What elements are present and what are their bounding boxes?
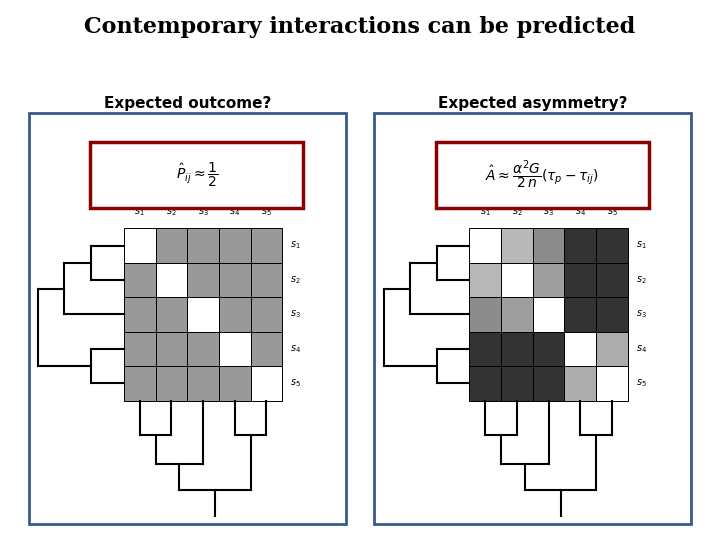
Text: $s_5$: $s_5$ xyxy=(290,377,301,389)
Text: $s_3$: $s_3$ xyxy=(543,206,554,218)
Bar xyxy=(501,366,533,401)
Text: $s_1$: $s_1$ xyxy=(290,240,301,252)
Bar xyxy=(469,366,501,401)
Bar xyxy=(469,297,501,332)
Bar xyxy=(156,263,187,297)
Bar xyxy=(187,228,219,263)
Text: $s_5$: $s_5$ xyxy=(636,377,647,389)
Bar xyxy=(187,297,219,332)
Text: $s_1$: $s_1$ xyxy=(135,206,145,218)
Bar xyxy=(533,228,564,263)
Bar xyxy=(596,228,628,263)
Bar xyxy=(156,332,187,366)
Bar xyxy=(219,366,251,401)
Bar xyxy=(564,332,596,366)
Text: $s_1$: $s_1$ xyxy=(636,240,647,252)
Bar xyxy=(124,263,156,297)
Text: $s_1$: $s_1$ xyxy=(480,206,490,218)
FancyBboxPatch shape xyxy=(374,113,691,524)
Bar xyxy=(469,228,501,263)
Bar xyxy=(596,263,628,297)
Text: $s_3$: $s_3$ xyxy=(197,206,209,218)
Text: $s_4$: $s_4$ xyxy=(290,343,301,355)
Bar xyxy=(501,332,533,366)
Text: Contemporary interactions can be predicted: Contemporary interactions can be predict… xyxy=(84,16,636,38)
Bar xyxy=(219,228,251,263)
Bar xyxy=(501,228,533,263)
Bar xyxy=(219,297,251,332)
Bar xyxy=(469,263,501,297)
Bar xyxy=(564,366,596,401)
Text: $s_2$: $s_2$ xyxy=(512,206,522,218)
Bar xyxy=(156,366,187,401)
Bar xyxy=(596,366,628,401)
Bar xyxy=(501,263,533,297)
Text: $s_5$: $s_5$ xyxy=(261,206,272,218)
Text: $s_2$: $s_2$ xyxy=(166,206,176,218)
Bar xyxy=(124,228,156,263)
Bar xyxy=(187,332,219,366)
Bar xyxy=(596,297,628,332)
Bar xyxy=(564,297,596,332)
Text: Expected outcome?: Expected outcome? xyxy=(104,96,271,111)
Text: $s_2$: $s_2$ xyxy=(636,274,647,286)
Bar xyxy=(469,332,501,366)
Bar xyxy=(187,263,219,297)
Text: $s_2$: $s_2$ xyxy=(290,274,301,286)
Bar xyxy=(251,228,282,263)
Bar xyxy=(501,297,533,332)
Bar xyxy=(124,297,156,332)
Bar xyxy=(124,366,156,401)
Text: Expected asymmetry?: Expected asymmetry? xyxy=(438,96,628,111)
Bar xyxy=(251,297,282,332)
Text: $s_5$: $s_5$ xyxy=(606,206,618,218)
Text: $s_4$: $s_4$ xyxy=(636,343,647,355)
Bar xyxy=(533,366,564,401)
Bar xyxy=(251,366,282,401)
Bar xyxy=(533,263,564,297)
Bar xyxy=(533,297,564,332)
Text: $s_4$: $s_4$ xyxy=(229,206,240,218)
Bar xyxy=(533,332,564,366)
Bar xyxy=(596,332,628,366)
Text: $s_3$: $s_3$ xyxy=(636,308,647,320)
Bar xyxy=(219,263,251,297)
Bar xyxy=(564,228,596,263)
Bar xyxy=(156,228,187,263)
Bar xyxy=(219,332,251,366)
Bar xyxy=(564,263,596,297)
FancyBboxPatch shape xyxy=(29,113,346,524)
Bar xyxy=(187,366,219,401)
Text: $s_3$: $s_3$ xyxy=(290,308,301,320)
Bar xyxy=(251,263,282,297)
Bar xyxy=(124,332,156,366)
Text: $s_4$: $s_4$ xyxy=(575,206,586,218)
Bar xyxy=(156,297,187,332)
Bar xyxy=(251,332,282,366)
